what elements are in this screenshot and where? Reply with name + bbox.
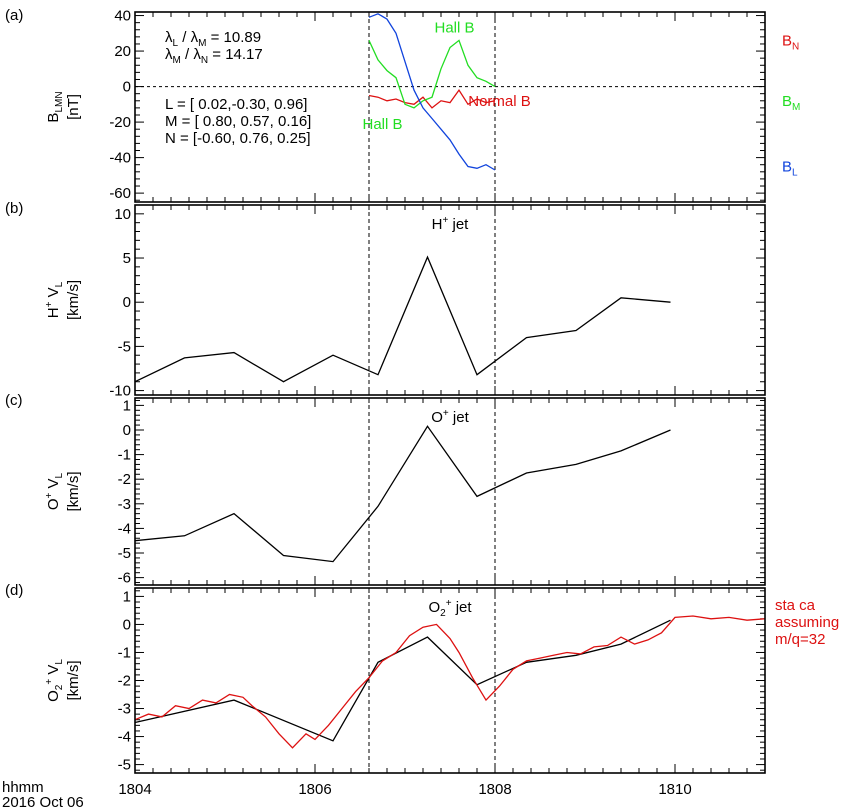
annotation-label: Normal B bbox=[468, 93, 531, 110]
y-tick-label: -5 bbox=[118, 338, 131, 355]
series-line-1 bbox=[134, 255, 671, 383]
x-axis-label-line-1: hhmm bbox=[2, 779, 44, 796]
y-axis-label: BLMN bbox=[45, 91, 65, 122]
y-tick-label: -1 bbox=[118, 447, 131, 464]
eigenvalue-ratio: λL / λM = 10.89 bbox=[165, 29, 261, 49]
y-axis-label: O+ VL bbox=[44, 472, 65, 510]
y-tick-label: 20 bbox=[114, 43, 131, 60]
y-tick-label: -3 bbox=[118, 701, 131, 718]
series-legend-label: BL bbox=[782, 158, 798, 178]
y-axis-label: O2+ VL bbox=[44, 659, 65, 702]
side-note-line: sta ca bbox=[775, 597, 816, 614]
series-line-1 bbox=[368, 88, 496, 109]
panel-4: (d) 1 0 -1 -2 -3 -4 -5 O2+ VL [km/s] O2+ jet sta ca… bbox=[5, 582, 839, 774]
y-tick-label: -2 bbox=[118, 471, 131, 488]
series-line-1 bbox=[134, 425, 671, 563]
y-tick-label: -6 bbox=[118, 570, 131, 587]
panel-2: (b) 10 5 0 -5 -10 H+ VL [km/s] H+ jet bbox=[5, 200, 766, 400]
panel-label: (d) bbox=[5, 582, 23, 599]
y-axis-unit: [km/s] bbox=[65, 280, 82, 320]
y-axis-label: H+ VL bbox=[44, 281, 65, 318]
panel-frame bbox=[134, 11, 766, 203]
y-tick-label: 10 bbox=[114, 206, 131, 223]
y-tick-label: -4 bbox=[118, 729, 131, 746]
panel-title: O2+ jet bbox=[428, 598, 472, 619]
panel-label: (c) bbox=[5, 392, 23, 409]
y-tick-label: -5 bbox=[118, 757, 131, 774]
x-tick-label: 1810 bbox=[658, 781, 691, 798]
y-tick-label: -1 bbox=[118, 644, 131, 661]
y-tick-label: -10 bbox=[109, 383, 131, 400]
series-legend-label: BN bbox=[782, 32, 799, 52]
y-tick-label: 1 bbox=[123, 588, 131, 605]
x-tick-label: 1808 bbox=[478, 781, 511, 798]
y-tick-label: 40 bbox=[114, 8, 131, 25]
y-axis-unit: [km/s] bbox=[65, 472, 82, 512]
lmn-vector: M = [ 0.80, 0.57, 0.16] bbox=[165, 113, 311, 130]
y-tick-label: 0 bbox=[123, 616, 131, 633]
side-note-line: assuming bbox=[775, 614, 839, 631]
y-tick-label: 5 bbox=[123, 250, 131, 267]
panel-frame bbox=[134, 204, 766, 396]
x-tick-label: 1804 bbox=[118, 781, 151, 798]
y-axis-unit: [km/s] bbox=[65, 661, 82, 701]
series-line-3 bbox=[368, 13, 496, 171]
y-tick-label: -2 bbox=[118, 673, 131, 690]
y-axis-unit: [nT] bbox=[65, 94, 82, 120]
x-axis-label-line-2: 2016 Oct 06 bbox=[2, 794, 84, 811]
panel-title: O+ jet bbox=[431, 408, 469, 426]
annotation-label: Hall B bbox=[362, 116, 402, 133]
lmn-vector: L = [ 0.02,-0.30, 0.96] bbox=[165, 96, 307, 113]
series-line-2 bbox=[134, 615, 766, 749]
y-tick-label: -4 bbox=[118, 520, 131, 537]
panel-label: (b) bbox=[5, 200, 23, 217]
y-tick-label: 0 bbox=[123, 79, 131, 96]
y-tick-label: -20 bbox=[109, 114, 131, 131]
x-tick-label: 1806 bbox=[298, 781, 331, 798]
y-tick-label: -3 bbox=[118, 496, 131, 513]
y-tick-label: -60 bbox=[109, 185, 131, 202]
series-line-1 bbox=[134, 619, 671, 742]
series-line-2 bbox=[368, 39, 496, 109]
y-tick-label: -5 bbox=[118, 545, 131, 562]
y-tick-label: 0 bbox=[123, 294, 131, 311]
panel-3: (c) 1 0 -1 -2 -3 -4 -5 -6 O+ VL [km/s] O+ jet bbox=[5, 392, 766, 587]
panel-frame bbox=[134, 587, 766, 774]
eigenvalue-ratio: λM / λN = 14.17 bbox=[165, 46, 263, 66]
lmn-vector: N = [-0.60, 0.76, 0.25] bbox=[165, 130, 311, 147]
y-tick-label: -40 bbox=[109, 150, 131, 167]
y-tick-label: 1 bbox=[123, 397, 131, 414]
side-note-line: m/q=32 bbox=[775, 631, 825, 648]
panel-frame bbox=[134, 397, 766, 586]
panel-title: H+ jet bbox=[432, 215, 470, 233]
y-tick-label: 0 bbox=[123, 422, 131, 439]
series-legend-label: BM bbox=[782, 93, 800, 113]
annotation-label: Hall B bbox=[434, 19, 474, 36]
panel-label: (a) bbox=[5, 7, 23, 24]
panel-1: (a) 40 20 0 -20 -40 -60 BLMN [nT] BN BM BL Hall B Hal… bbox=[5, 7, 800, 203]
